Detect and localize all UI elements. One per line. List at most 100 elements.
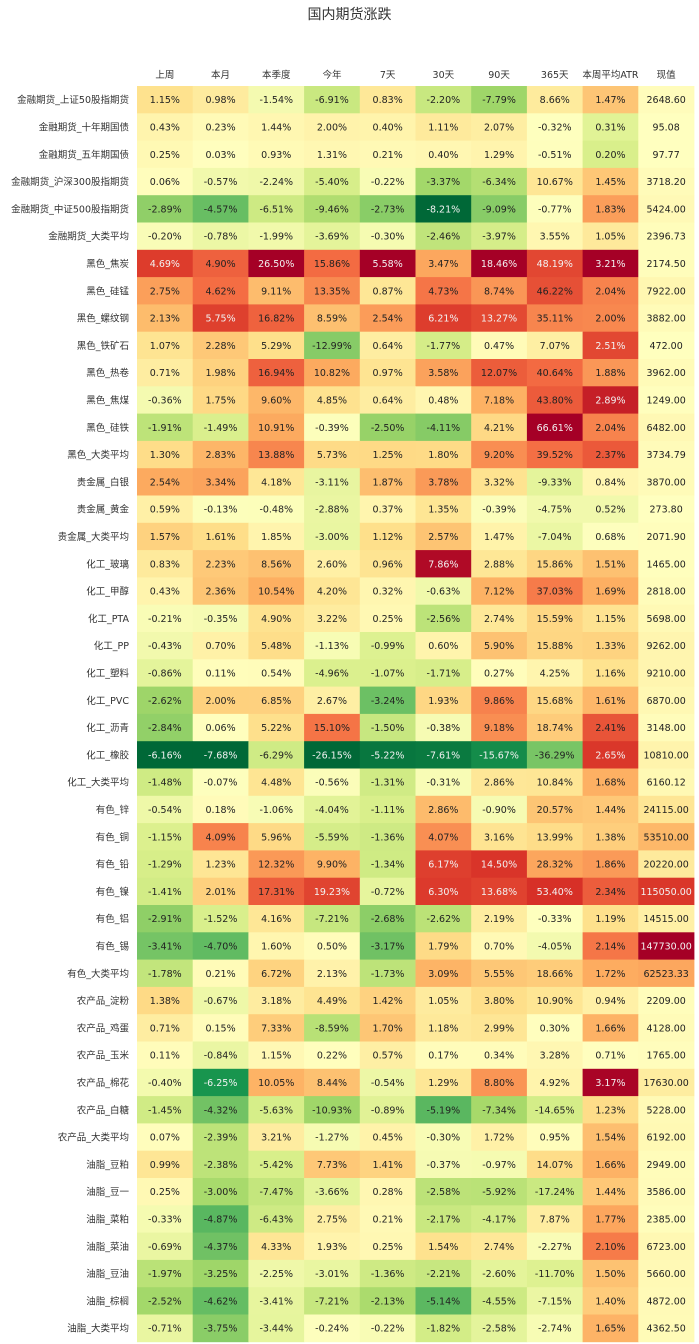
cell-value: -2.62%	[427, 914, 461, 925]
cell-value: 0.64%	[373, 341, 403, 352]
cell-value: -1.06%	[259, 805, 293, 816]
cell-value: -0.21%	[148, 614, 182, 625]
cell-value: 8.59%	[317, 314, 347, 325]
heatmap-cell	[304, 768, 361, 797]
heatmap-cell	[582, 905, 639, 933]
cell-value: 2.41%	[595, 723, 625, 734]
row-label: 化工_沥青	[86, 722, 129, 734]
heatmap-cell	[415, 741, 472, 769]
cell-value: -2.50%	[371, 423, 405, 434]
heatmap-cell	[638, 1041, 695, 1070]
cell-value: -0.78%	[204, 232, 238, 243]
heatmap-cell	[526, 167, 583, 196]
cell-value: 0.25%	[373, 614, 403, 625]
heatmap-cell	[248, 331, 305, 360]
heatmap-cell	[359, 986, 416, 1015]
heatmap-cell	[526, 905, 583, 933]
heatmap-cell	[471, 222, 528, 251]
cell-value: -2.52%	[148, 1296, 182, 1307]
row-label: 黑色_螺纹钢	[77, 313, 129, 325]
cell-value: 1249.00	[647, 395, 686, 406]
heatmap-cell	[192, 659, 249, 687]
cell-value: -0.33%	[538, 914, 572, 925]
cell-value: 39.52%	[537, 450, 573, 461]
heatmap-cell	[471, 577, 528, 606]
column-header: 现值	[657, 69, 677, 81]
row-label: 金融期货_五年期国债	[39, 149, 130, 161]
cell-value: 5660.00	[647, 1269, 686, 1280]
heatmap-cell	[192, 277, 249, 305]
cell-value: -2.24%	[259, 177, 293, 188]
heatmap-cell	[137, 386, 194, 414]
heatmap-cell	[192, 932, 249, 960]
cell-value: 0.71%	[150, 1023, 180, 1034]
cell-value: 1.16%	[595, 668, 625, 679]
cell-value: 1.18%	[428, 1023, 458, 1034]
heatmap-cell	[471, 113, 528, 141]
heatmap-cell	[582, 959, 639, 988]
cell-value: -0.30%	[427, 1133, 461, 1144]
heatmap-cell	[137, 632, 194, 660]
cell-value: -0.99%	[371, 641, 405, 652]
cell-value: -4.37%	[204, 1242, 238, 1253]
heatmap-cell	[137, 604, 194, 633]
cell-value: -7.47%	[259, 1187, 293, 1198]
cell-value: 9.18%	[484, 723, 514, 734]
cell-value: 2.89%	[595, 395, 625, 406]
row-label: 油脂_豆油	[86, 1268, 129, 1280]
cell-value: 43.80%	[537, 395, 573, 406]
heatmap-cell	[526, 659, 583, 687]
heatmap-cell	[248, 604, 305, 633]
cell-value: 4.90%	[261, 614, 291, 625]
cell-value: 8.80%	[484, 1078, 514, 1089]
heatmap-cell	[137, 167, 194, 196]
cell-value: 6.21%	[428, 314, 458, 325]
heatmap-cell	[526, 604, 583, 633]
cell-value: -3.66%	[315, 1187, 349, 1198]
heatmap-cell	[526, 1259, 583, 1288]
cell-value: -1.77%	[427, 341, 461, 352]
cell-value: 24115.00	[643, 805, 688, 816]
row-label: 化工_PP	[94, 640, 129, 652]
cell-value: 0.23%	[205, 122, 235, 133]
heatmap-cell	[582, 413, 639, 442]
cell-value: -7.21%	[315, 914, 349, 925]
heatmap-cell	[471, 413, 528, 442]
cell-value: 3.17%	[595, 1078, 625, 1089]
cell-value: -3.97%	[482, 232, 516, 243]
cell-value: 3.28%	[540, 1051, 570, 1062]
row-label: 黑色_铁矿石	[77, 340, 129, 352]
heatmap-cell	[192, 713, 249, 742]
heatmap-cell	[415, 986, 472, 1015]
heatmap-cell	[192, 877, 249, 906]
cell-value: -4.62%	[204, 1296, 238, 1307]
heatmap-cell	[137, 195, 194, 223]
cell-value: 1.45%	[595, 177, 625, 188]
heatmap-cell	[359, 331, 416, 360]
cell-value: 0.22%	[317, 1051, 347, 1062]
heatmap-cell	[248, 986, 305, 1015]
heatmap-cell	[137, 1205, 194, 1233]
heatmap-cell	[471, 795, 528, 824]
cell-value: 5.73%	[317, 450, 347, 461]
cell-value: 46.22%	[537, 286, 573, 297]
cell-value: 2.74%	[484, 1242, 514, 1253]
cell-value: -2.58%	[427, 1187, 461, 1198]
cell-value: -0.37%	[427, 1160, 461, 1171]
cell-value: 8.56%	[261, 559, 291, 570]
cell-value: 1.11%	[428, 122, 458, 133]
cell-value: 2.23%	[205, 559, 235, 570]
heatmap-cell	[304, 277, 361, 305]
cell-value: 1.54%	[428, 1242, 458, 1253]
cell-value: 1.38%	[150, 996, 180, 1007]
cell-value: 62523.33	[643, 969, 688, 980]
heatmap-cell	[304, 905, 361, 933]
cell-value: 66.61%	[537, 423, 573, 434]
cell-value: 7.33%	[261, 1023, 291, 1034]
cell-value: 14.50%	[481, 860, 517, 871]
cell-value: 3962.00	[647, 368, 686, 379]
heatmap-cell	[582, 768, 639, 797]
heatmap-cell	[359, 1259, 416, 1288]
cell-value: -3.44%	[259, 1324, 293, 1335]
cell-value: -12.99%	[312, 341, 352, 352]
